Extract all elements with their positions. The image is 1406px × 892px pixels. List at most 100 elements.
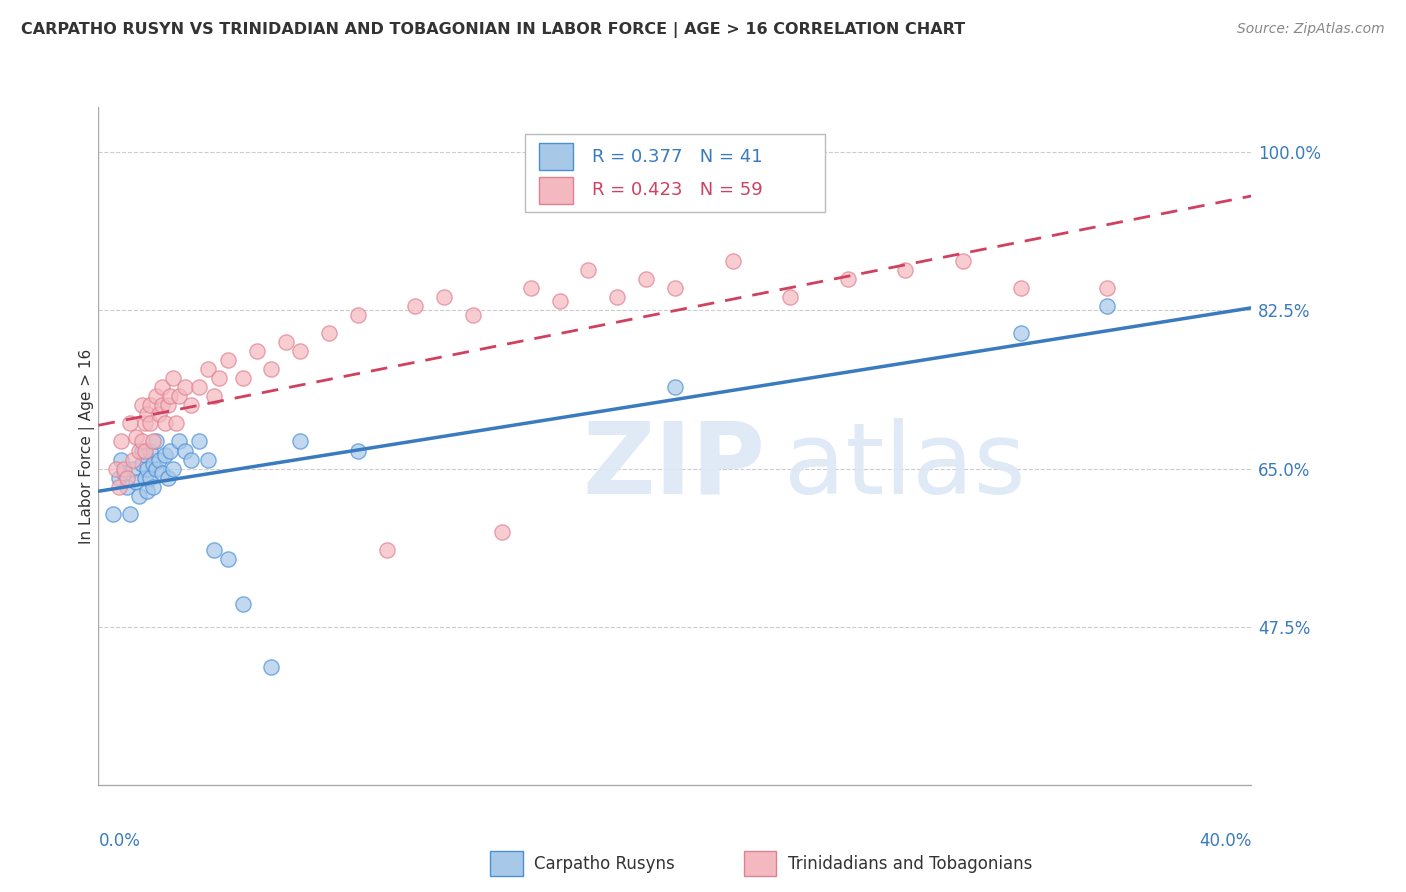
- FancyBboxPatch shape: [491, 851, 523, 877]
- Point: [165, 417, 187, 431]
- Point: [107, 480, 129, 494]
- Point: [139, 417, 162, 431]
- Point: [117, 480, 139, 494]
- Text: ZIP: ZIP: [582, 417, 765, 515]
- Point: [180, 452, 202, 467]
- Point: [134, 443, 156, 458]
- Point: [131, 443, 153, 458]
- Point: [231, 597, 254, 611]
- Text: R = 0.377   N = 41: R = 0.377 N = 41: [592, 147, 762, 166]
- Point: [162, 461, 184, 475]
- FancyBboxPatch shape: [538, 177, 574, 204]
- Point: [491, 524, 513, 539]
- Point: [578, 262, 600, 277]
- Point: [153, 417, 176, 431]
- Point: [107, 470, 129, 484]
- Point: [208, 371, 231, 385]
- Point: [202, 389, 225, 403]
- Point: [375, 543, 398, 558]
- FancyBboxPatch shape: [524, 134, 825, 212]
- Point: [131, 457, 153, 471]
- Point: [145, 434, 167, 449]
- Point: [197, 362, 219, 376]
- Point: [779, 290, 801, 304]
- Point: [1010, 281, 1032, 295]
- Point: [112, 461, 135, 475]
- Point: [188, 380, 211, 394]
- Point: [145, 461, 167, 475]
- Point: [433, 290, 456, 304]
- Point: [139, 470, 162, 484]
- Point: [1097, 299, 1119, 313]
- Point: [174, 443, 197, 458]
- Point: [142, 434, 165, 449]
- Point: [260, 362, 283, 376]
- Text: CARPATHO RUSYN VS TRINIDADIAN AND TOBAGONIAN IN LABOR FORCE | AGE > 16 CORRELATI: CARPATHO RUSYN VS TRINIDADIAN AND TOBAGO…: [21, 22, 965, 38]
- Point: [162, 371, 184, 385]
- Point: [636, 272, 658, 286]
- Point: [136, 408, 159, 422]
- Y-axis label: In Labor Force | Age > 16: In Labor Force | Age > 16: [79, 349, 96, 543]
- Point: [139, 443, 162, 458]
- Point: [346, 308, 368, 322]
- Point: [721, 253, 744, 268]
- Point: [159, 443, 181, 458]
- Text: Carpatho Rusyns: Carpatho Rusyns: [534, 855, 675, 872]
- Text: Trinidadians and Tobagonians: Trinidadians and Tobagonians: [787, 855, 1032, 872]
- Point: [520, 281, 543, 295]
- Point: [125, 475, 148, 490]
- Point: [188, 434, 211, 449]
- Point: [148, 408, 170, 422]
- Point: [952, 253, 974, 268]
- Point: [217, 552, 239, 566]
- FancyBboxPatch shape: [538, 143, 574, 170]
- Point: [110, 452, 132, 467]
- Point: [142, 480, 165, 494]
- Point: [174, 380, 197, 394]
- Point: [117, 470, 139, 484]
- Point: [156, 470, 179, 484]
- Point: [120, 417, 142, 431]
- Point: [134, 448, 156, 462]
- Point: [136, 461, 159, 475]
- Point: [180, 398, 202, 412]
- Point: [128, 443, 150, 458]
- Point: [110, 434, 132, 449]
- Point: [405, 299, 427, 313]
- Text: Source: ZipAtlas.com: Source: ZipAtlas.com: [1237, 22, 1385, 37]
- Point: [120, 507, 142, 521]
- Point: [150, 380, 173, 394]
- Point: [150, 466, 173, 480]
- Point: [664, 281, 686, 295]
- Point: [134, 417, 156, 431]
- Point: [148, 452, 170, 467]
- Point: [150, 398, 173, 412]
- Point: [346, 443, 368, 458]
- Text: atlas: atlas: [785, 417, 1026, 515]
- Point: [1097, 281, 1119, 295]
- Point: [217, 353, 239, 368]
- Point: [145, 389, 167, 403]
- Point: [167, 389, 190, 403]
- Point: [837, 272, 859, 286]
- Point: [606, 290, 628, 304]
- Point: [142, 457, 165, 471]
- Point: [153, 448, 176, 462]
- Point: [159, 389, 181, 403]
- Point: [664, 380, 686, 394]
- Point: [104, 461, 127, 475]
- Point: [101, 507, 124, 521]
- Point: [274, 334, 297, 349]
- Point: [197, 452, 219, 467]
- Point: [112, 466, 135, 480]
- Point: [318, 326, 340, 340]
- Point: [231, 371, 254, 385]
- Point: [246, 344, 269, 359]
- Point: [156, 398, 179, 412]
- Point: [1010, 326, 1032, 340]
- Point: [461, 308, 484, 322]
- Point: [139, 398, 162, 412]
- Point: [122, 461, 145, 475]
- Point: [260, 660, 283, 674]
- Point: [202, 543, 225, 558]
